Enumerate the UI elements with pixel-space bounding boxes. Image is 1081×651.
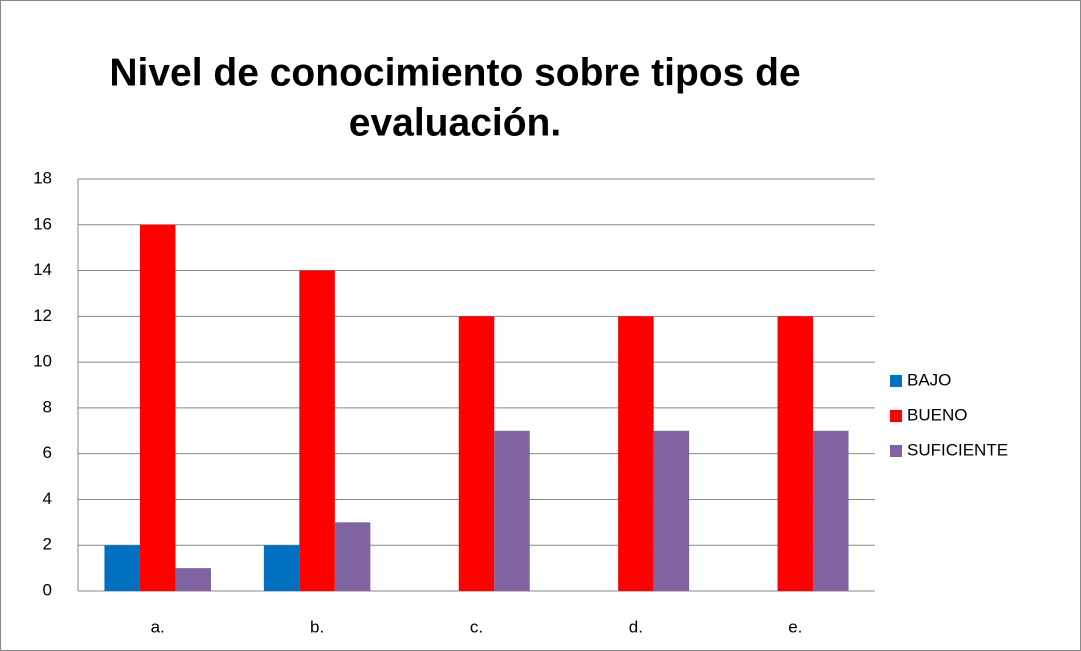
bar [334,522,371,591]
y-tick-label: 10 [33,352,52,371]
x-tick-label: d. [629,617,643,636]
chart-title: evaluación. [349,101,561,144]
bar [494,430,530,591]
y-tick-label: 12 [33,306,52,325]
legend-swatch [890,410,902,422]
bar [175,568,211,591]
bar [653,430,690,591]
y-tick-label: 14 [33,260,52,279]
legend-swatch [890,445,902,457]
y-tick-label: 2 [43,535,52,554]
y-tick-label: 4 [43,489,52,508]
y-tick-label: 8 [43,397,52,416]
y-tick-label: 0 [43,580,52,599]
x-tick-label: c. [470,617,483,636]
bar [299,270,335,591]
legend-swatch [890,375,902,387]
chart-title: Nivel de conocimiento sobre tipos de [109,51,800,94]
y-tick-label: 6 [43,443,52,462]
x-tick-label: b. [310,617,324,636]
bar [777,316,814,591]
bar [139,224,176,591]
bar [618,316,654,591]
bar [263,545,300,591]
y-tick-label: 18 [33,168,52,187]
bar [458,316,495,591]
x-tick-label: a. [151,617,165,636]
x-tick-label: e. [788,617,802,636]
y-tick-label: 16 [33,214,52,233]
legend-label: SUFICIENTE [907,440,1008,459]
legend-label: BAJO [907,370,951,389]
legend-label: BUENO [907,405,967,424]
bar [813,430,849,591]
bar [104,545,140,591]
